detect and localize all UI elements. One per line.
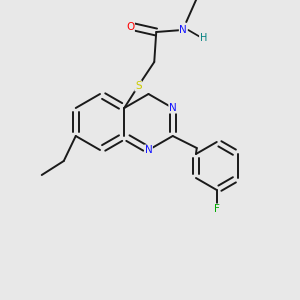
Text: H: H (200, 33, 207, 43)
Text: S: S (135, 81, 142, 91)
Text: N: N (169, 103, 177, 113)
Text: N: N (179, 25, 187, 35)
Text: O: O (126, 22, 134, 32)
Text: F: F (214, 204, 220, 214)
Text: N: N (145, 145, 152, 155)
